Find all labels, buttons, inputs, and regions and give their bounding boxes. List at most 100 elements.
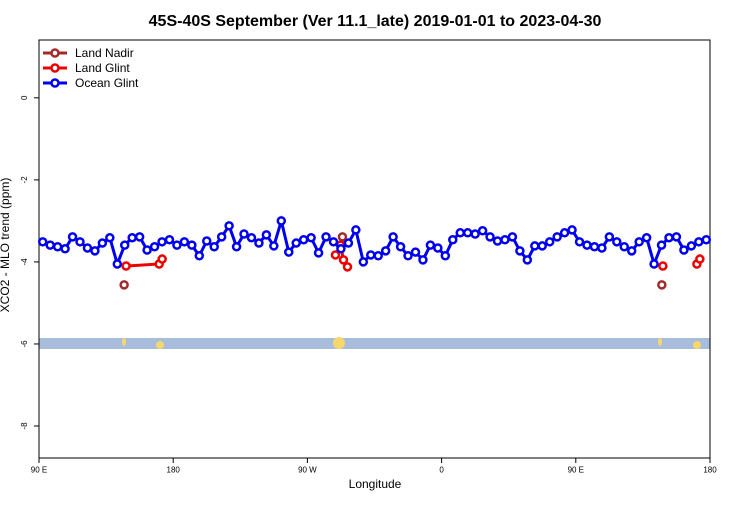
point (149, 241, 160, 252)
point (686, 241, 697, 251)
point (552, 232, 562, 242)
point (440, 251, 451, 261)
legend-label: Land Glint (75, 61, 130, 75)
x-axis-label: Longitude (349, 477, 402, 491)
point (119, 280, 129, 290)
point (239, 229, 249, 239)
point (194, 251, 205, 261)
point (337, 232, 348, 242)
point (269, 241, 279, 251)
point (306, 232, 316, 243)
point (380, 246, 391, 256)
point (45, 240, 55, 250)
point (559, 228, 570, 238)
point (507, 232, 518, 242)
land (658, 338, 662, 346)
point (664, 232, 674, 243)
point (67, 232, 78, 242)
point (470, 229, 480, 239)
point (658, 261, 668, 271)
point (462, 228, 473, 238)
legend-marker (50, 78, 60, 88)
point (634, 237, 644, 247)
point (582, 240, 592, 250)
land (693, 341, 701, 349)
point (657, 280, 667, 290)
x-tick-label: 90 E (568, 466, 584, 475)
point (679, 245, 689, 255)
point (455, 228, 465, 238)
point (641, 232, 652, 243)
point (388, 232, 398, 242)
point (500, 235, 510, 245)
point (82, 243, 93, 253)
point (537, 241, 547, 251)
point (105, 232, 115, 243)
point (90, 246, 100, 256)
point (291, 238, 301, 248)
y-tick-label: -8 (20, 422, 29, 430)
land (156, 341, 164, 349)
point (216, 232, 227, 242)
point (522, 255, 533, 265)
x-tick-label: 90 W (298, 466, 317, 475)
point (187, 240, 197, 250)
point (254, 238, 264, 248)
x-tick-label: 180 (167, 466, 181, 475)
point (343, 238, 354, 248)
y-tick-label: -4 (20, 258, 29, 266)
legend-label: Ocean Glint (75, 76, 139, 90)
point (695, 254, 705, 264)
point (567, 225, 577, 235)
point (336, 244, 346, 254)
point (604, 232, 615, 242)
point (515, 246, 525, 256)
point (157, 254, 167, 264)
point (597, 243, 607, 253)
point (544, 237, 555, 247)
point (485, 232, 495, 242)
point (284, 247, 294, 257)
point (477, 225, 488, 236)
point (358, 257, 369, 267)
point (589, 241, 600, 252)
point (328, 237, 339, 247)
point (530, 241, 540, 251)
point (433, 243, 443, 253)
map-strip (39, 337, 710, 349)
point (52, 241, 63, 252)
point (172, 240, 182, 250)
point (60, 244, 70, 254)
point (425, 240, 436, 250)
point (619, 241, 630, 252)
point (342, 262, 353, 272)
x-tick-label: 0 (439, 466, 444, 475)
point (202, 236, 212, 246)
legend-marker (50, 63, 60, 73)
legend-marker (50, 48, 60, 58)
point (121, 261, 131, 271)
point (119, 240, 130, 250)
point (246, 232, 257, 243)
ocean-strip (39, 338, 710, 349)
point (224, 221, 234, 231)
x-tick-label: 90 E (31, 466, 47, 475)
point (37, 237, 48, 247)
point (157, 237, 167, 247)
point (612, 237, 622, 247)
point (276, 216, 287, 226)
point (395, 241, 406, 252)
point (574, 237, 585, 247)
land (122, 338, 126, 346)
point (649, 259, 659, 269)
point (403, 251, 413, 261)
y-tick-label: 0 (20, 95, 29, 100)
point (298, 235, 309, 245)
point (261, 230, 272, 240)
point (373, 251, 383, 261)
land (333, 337, 345, 349)
y-tick-label: -6 (20, 340, 29, 348)
point (626, 246, 637, 256)
